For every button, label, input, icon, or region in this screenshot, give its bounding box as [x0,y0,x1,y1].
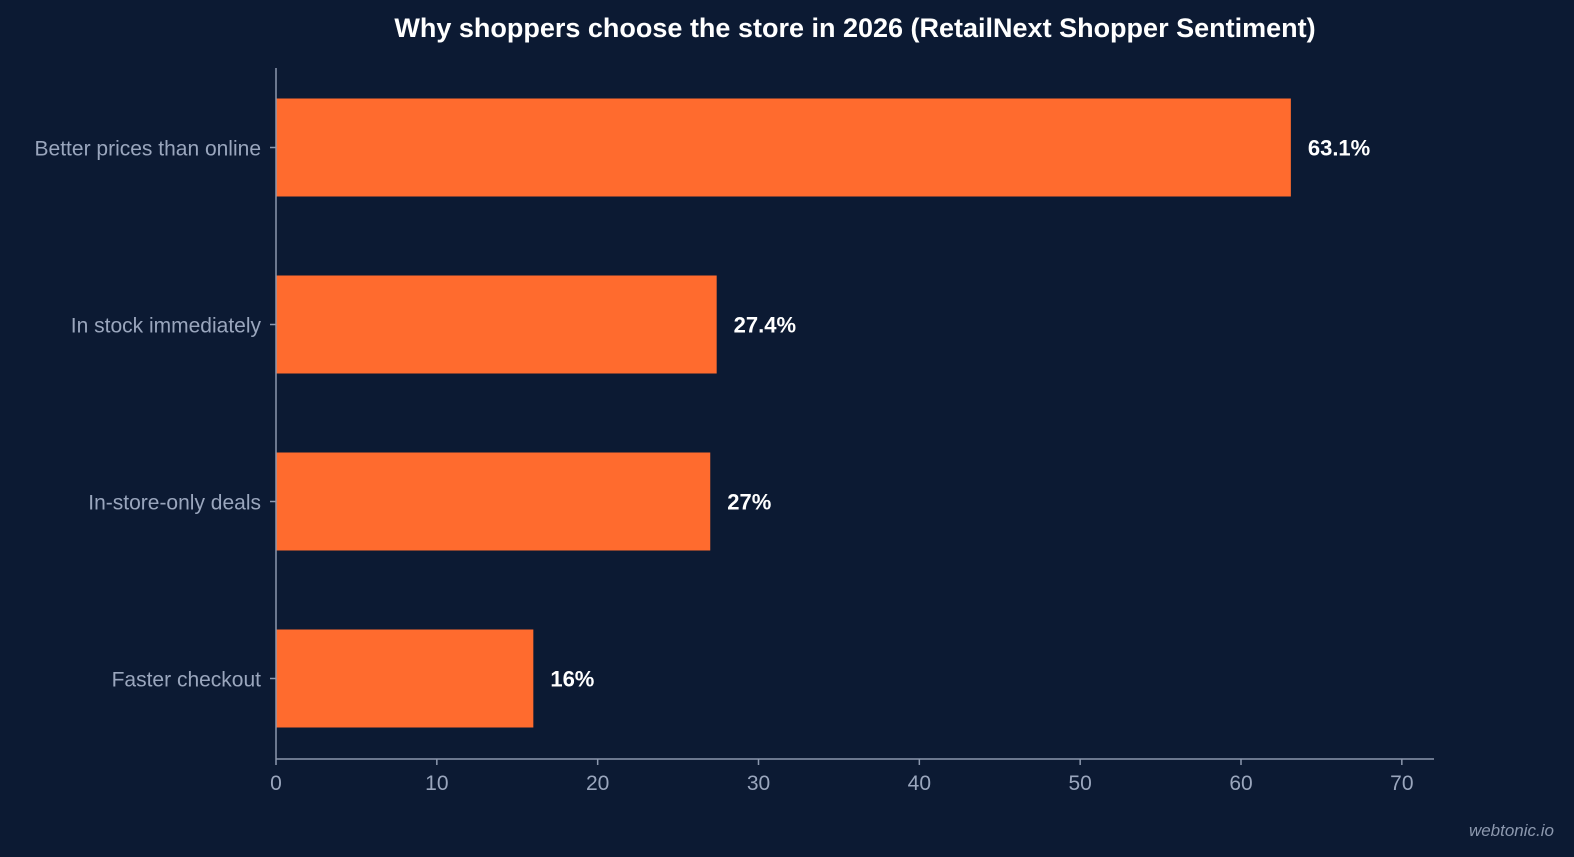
bar-1 [276,98,1291,197]
x-tick-label-10: 10 [425,772,448,795]
x-tick-label-0: 0 [270,772,282,795]
value-labels-group: 63.1% 27.4% 27% 16% [550,136,1370,692]
value-label-1: 63.1% [1308,136,1370,161]
value-label-3: 27% [727,490,771,515]
category-labels-group: Better prices than online In stock immedi… [35,138,262,692]
category-label-4: Faster checkout [112,669,262,692]
category-label-1: Better prices than online [35,138,261,161]
value-label-4: 16% [550,667,594,692]
x-tick-label-30: 30 [747,772,770,795]
x-ticks-group: 0 10 20 30 40 50 60 70 [270,759,1414,795]
chart-title: Why shoppers choose the store in 2026 (R… [394,13,1315,43]
x-tick-label-40: 40 [908,772,931,795]
bars-group [276,98,1291,728]
value-label-2: 27.4% [734,313,796,338]
bar-4 [276,629,534,728]
category-label-2: In stock immediately [71,315,262,338]
x-tick-label-60: 60 [1229,772,1252,795]
bar-2 [276,275,717,374]
bar-3 [276,452,711,551]
category-label-3: In-store-only deals [88,492,261,515]
x-tick-label-50: 50 [1068,772,1091,795]
x-tick-label-70: 70 [1390,772,1413,795]
y-ticks-group [270,146,276,680]
credit-watermark: webtonic.io [1468,821,1554,840]
x-tick-label-20: 20 [586,772,609,795]
